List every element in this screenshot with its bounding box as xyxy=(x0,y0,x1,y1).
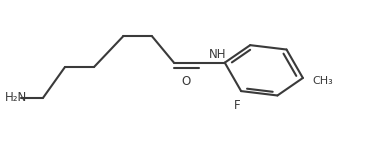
Text: F: F xyxy=(234,99,240,112)
Text: H₂N: H₂N xyxy=(5,91,27,104)
Text: O: O xyxy=(181,75,191,88)
Text: CH₃: CH₃ xyxy=(312,76,333,86)
Text: NH: NH xyxy=(209,48,227,61)
